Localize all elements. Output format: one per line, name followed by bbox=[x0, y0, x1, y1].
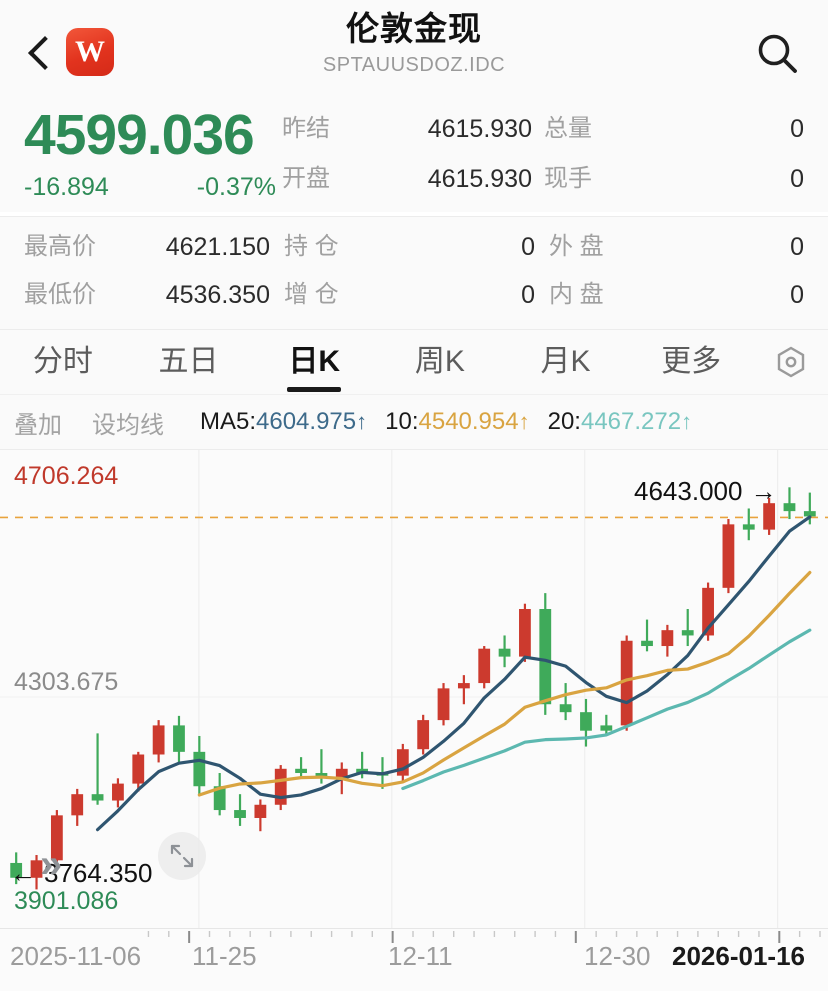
quote-fields-grid: 昨结 4615.930 总量 0 开盘 4615.930 现手 0 bbox=[282, 104, 804, 204]
ma5-key: MA5: bbox=[200, 408, 257, 435]
high-price-arrow-icon: → bbox=[750, 476, 777, 506]
low-price-annotation: ← 3764.350 bbox=[10, 858, 152, 889]
quote-field-label-open: 开盘 bbox=[282, 165, 330, 192]
ma20-value: 4467.272 bbox=[580, 408, 682, 435]
app-logo-badge: W bbox=[66, 28, 114, 76]
price-column: 4599.036 -16.894 -0.37% bbox=[24, 104, 282, 206]
quote-field-label-prev-close: 昨结 bbox=[282, 115, 330, 142]
quote-field-value-volume: 0 bbox=[790, 115, 804, 143]
price-change-percent: -0.37% bbox=[196, 173, 276, 201]
ma5-value: 4604.975 bbox=[256, 408, 357, 435]
ma10-item: 10:4540.954↑ bbox=[385, 408, 529, 436]
quote-field-value-current-lot: 0 bbox=[790, 165, 804, 193]
tab-more[interactable]: 更多 bbox=[661, 345, 722, 378]
scroll-handle-double-chevron-icon[interactable]: » bbox=[40, 842, 62, 886]
low-price-arrow-icon: ← bbox=[10, 858, 36, 888]
stat-value-high: 4621.150 bbox=[165, 233, 270, 261]
stats-panel: 最高价 4621.150 持 仓 0 外 盘 0 最低价 4536.350 增 … bbox=[0, 217, 828, 329]
yaxis-label-top: 4706.264 bbox=[14, 462, 119, 490]
x-label-3: 12-30 bbox=[584, 941, 651, 971]
tab-monthly-k[interactable]: 月K bbox=[540, 345, 591, 378]
ma20-item: 20:4467.272↑ bbox=[548, 408, 692, 436]
tab-weekly-k[interactable]: 周K bbox=[414, 345, 465, 378]
ma20-arrow-icon: ↑ bbox=[681, 409, 693, 434]
ma5-arrow-icon: ↑ bbox=[356, 409, 368, 434]
ma10-key: 10: bbox=[385, 408, 419, 435]
fullscreen-button[interactable] bbox=[158, 832, 206, 880]
stat-value-open-interest: 0 bbox=[521, 233, 535, 261]
stat-value-outer-disk: 0 bbox=[790, 233, 804, 261]
back-chevron-icon bbox=[28, 35, 48, 69]
x-axis-labels: 2025-11-06 11-25 12-11 12-30 2026-01-16 bbox=[0, 941, 828, 981]
chart-canvas bbox=[0, 450, 828, 928]
stat-value-position-change: 0 bbox=[521, 281, 535, 309]
app-header: W 伦敦金现 SPTAUUSDOZ.IDC bbox=[0, 0, 828, 104]
chart-settings-button[interactable] bbox=[754, 343, 828, 381]
high-price-annotation-value: 4643.000 bbox=[634, 476, 743, 506]
yaxis-label-middle: 4303.675 bbox=[14, 668, 119, 696]
ma10-arrow-icon: ↑ bbox=[518, 409, 530, 434]
gear-hexagon-icon bbox=[777, 346, 805, 378]
page-subtitle: SPTAUUSDOZ.IDC bbox=[322, 54, 506, 76]
ma-values-group: MA5:4604.975↑ 10:4540.954↑ 20:4467.272↑ bbox=[200, 408, 710, 436]
quote-field-value-open: 4615.930 bbox=[427, 165, 532, 193]
stat-value-low: 4536.350 bbox=[165, 281, 270, 309]
expand-arrows-icon bbox=[170, 844, 194, 868]
price-change-absolute: -16.894 bbox=[24, 173, 109, 201]
tab-five-day[interactable]: 五日 bbox=[158, 345, 219, 378]
ma-toolbar: 叠加 设均线 MA5:4604.975↑ 10:4540.954↑ 20:446… bbox=[0, 394, 828, 449]
high-price-annotation: 4643.000 → bbox=[634, 476, 776, 507]
stat-label-low: 最低价 bbox=[24, 281, 96, 308]
chart-period-tabbar: 分时 五日 日K 周K 月K 更多 bbox=[0, 329, 828, 394]
x-label-1: 11-25 bbox=[192, 941, 257, 971]
x-label-0: 2025-11-06 bbox=[10, 941, 142, 971]
stat-label-open-interest: 持 仓 bbox=[284, 233, 339, 260]
page-title: 伦敦金现 bbox=[346, 10, 482, 47]
header-title-block: 伦敦金现 SPTAUUSDOZ.IDC bbox=[0, 6, 828, 78]
stat-label-inner-disk: 内 盘 bbox=[549, 281, 604, 308]
stat-label-high: 最高价 bbox=[24, 233, 96, 260]
stat-label-outer-disk: 外 盘 bbox=[549, 233, 604, 260]
tab-daily-k[interactable]: 日K bbox=[251, 330, 377, 394]
ma5-item: MA5:4604.975↑ bbox=[200, 408, 367, 436]
last-price: 4599.036 bbox=[24, 103, 255, 167]
quote-divider bbox=[0, 216, 828, 217]
low-price-annotation-value: 3764.350 bbox=[44, 858, 153, 888]
x-label-2: 12-11 bbox=[388, 941, 453, 971]
overlay-button[interactable]: 叠加 bbox=[14, 411, 62, 439]
ma10-value: 4540.954 bbox=[418, 408, 519, 435]
quote-field-label-current-lot: 现手 bbox=[544, 165, 592, 192]
quote-panel: 4599.036 -16.894 -0.37% 昨结 4615.930 总量 0… bbox=[0, 104, 828, 212]
x-label-4: 2026-01-16 bbox=[672, 941, 805, 971]
search-button[interactable] bbox=[750, 26, 806, 82]
search-icon bbox=[758, 34, 797, 73]
stat-label-position-change: 增 仓 bbox=[284, 281, 339, 308]
set-ma-button[interactable]: 设均线 bbox=[92, 411, 164, 439]
chart-x-axis: 2025-11-06 11-25 12-11 12-30 2026-01-16 bbox=[0, 928, 828, 991]
candlestick-chart[interactable]: 4706.264 4303.675 3901.086 4643.000 → ← … bbox=[0, 449, 828, 928]
quote-field-value-prev-close: 4615.930 bbox=[427, 115, 532, 143]
yaxis-label-bottom: 3901.086 bbox=[14, 887, 119, 915]
x-axis-ticks bbox=[147, 931, 821, 943]
tab-intraday[interactable]: 分时 bbox=[32, 345, 93, 378]
back-button[interactable] bbox=[6, 0, 70, 104]
ma20-key: 20: bbox=[547, 408, 581, 435]
stat-value-inner-disk: 0 bbox=[790, 281, 804, 309]
price-change-row: -16.894 -0.37% bbox=[24, 168, 276, 206]
quote-field-label-volume: 总量 bbox=[544, 115, 592, 142]
